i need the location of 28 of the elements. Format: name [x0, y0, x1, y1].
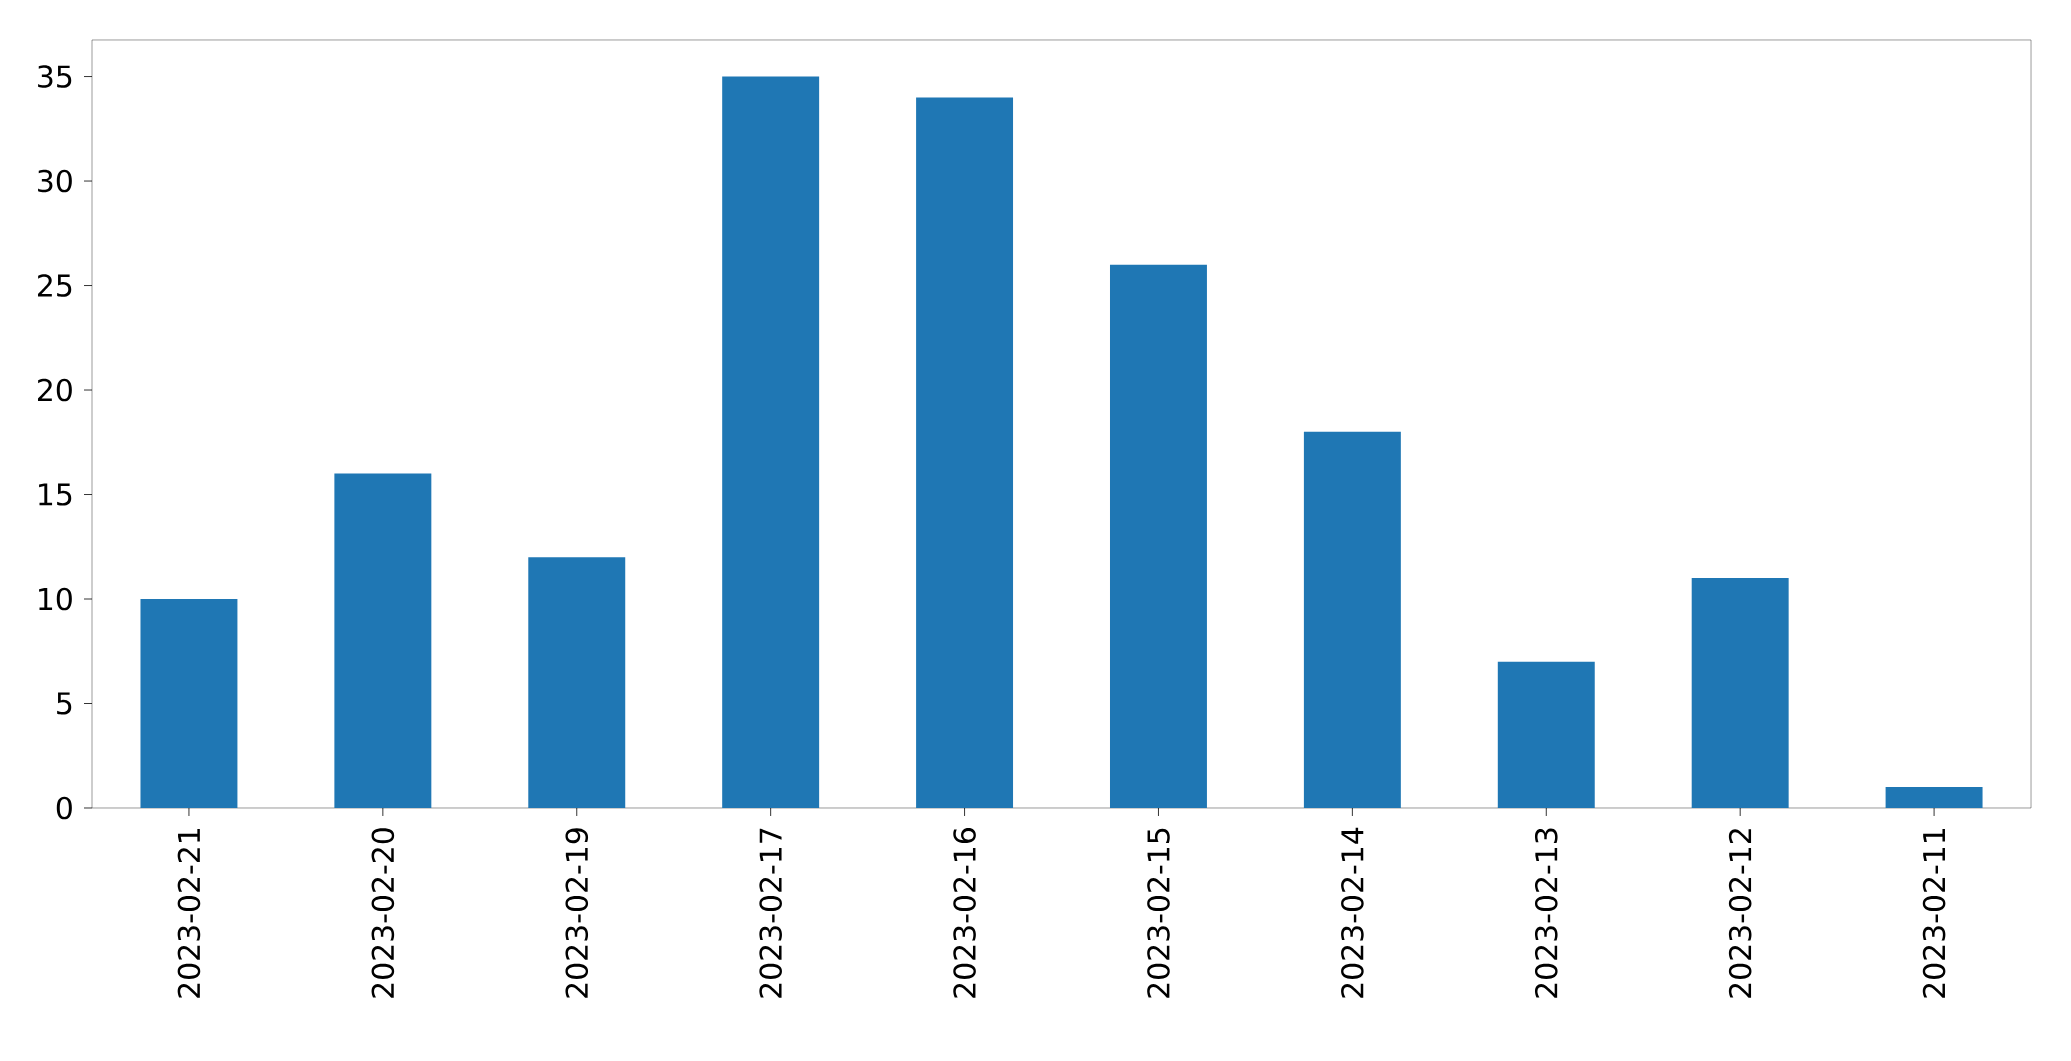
x-tick-label: 2023-02-16: [953, 828, 976, 998]
x-tick-label: 2023-02-11: [1922, 828, 1946, 998]
bar: [140, 599, 238, 808]
bar: [1885, 787, 1983, 808]
y-tick-label: 0: [56, 796, 72, 820]
x-tick-label: 2023-02-17: [759, 828, 782, 998]
x-tick-label: 2023-02-19: [565, 828, 589, 998]
x-tick-label: 2023-02-15: [1147, 828, 1170, 998]
x-tick-label: 2023-02-12: [1728, 829, 1752, 998]
bar: [916, 97, 1014, 808]
bar: [1109, 264, 1207, 808]
bar: [1497, 661, 1595, 808]
bar: [528, 557, 626, 808]
y-tick-label: 35: [38, 65, 72, 88]
bar: [1691, 578, 1789, 808]
x-tick-label: 2023-02-14: [1341, 827, 1364, 998]
x-tick-label: 2023-02-13: [1534, 828, 1558, 998]
bar: [334, 473, 432, 808]
bar: [1303, 431, 1401, 808]
x-tick-label: 2023-02-21: [177, 828, 201, 998]
y-tick-label: 20: [38, 378, 72, 402]
y-tick-label: 25: [38, 274, 72, 297]
x-tick-label: 2023-02-20: [371, 828, 395, 998]
y-tick-label: 10: [39, 587, 72, 611]
y-tick-label: 5: [57, 692, 72, 715]
bar: [722, 76, 820, 808]
y-tick-label: 30: [38, 169, 72, 193]
y-tick-label: 15: [39, 483, 72, 506]
